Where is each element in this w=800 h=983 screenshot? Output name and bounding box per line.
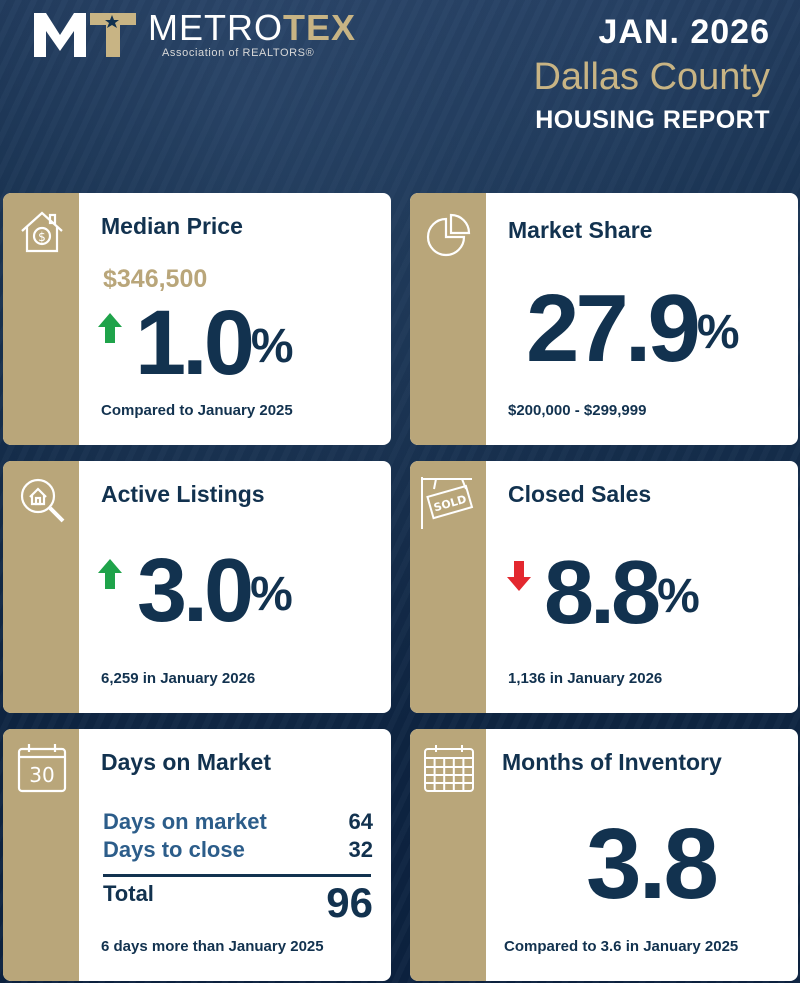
days-on-market-footnote: 6 days more than January 2025 (101, 938, 324, 955)
svg-text:SOLD: SOLD (432, 493, 468, 515)
months-of-inventory-card: Months of Inventory 3.8 Compared to 3.6 … (410, 729, 798, 981)
report-date: JAN. 2026 (598, 13, 770, 51)
card-accent-strip (3, 729, 79, 981)
calendar-grid-icon (424, 745, 474, 792)
active-listings-card: Active Listings 3.0% 6,259 in January 20… (3, 461, 391, 713)
pie-chart-icon (426, 213, 471, 257)
sold-sign-icon: SOLD (421, 477, 474, 529)
median-price-card: $ Median Price $346,500 1.0% Compared to… (3, 193, 391, 445)
house-magnifier-icon (20, 478, 65, 523)
row-value: 32 (348, 837, 373, 862)
house-dollar-icon: $ (21, 211, 63, 253)
closed-sales-footnote: 1,136 in January 2026 (508, 670, 663, 687)
brand-subtitle: Association of REALTORS® (162, 47, 315, 59)
closed-sales-change: 8.8% (544, 543, 700, 643)
active-listings-title: Active Listings (101, 481, 265, 507)
days-to-close-row: Days to close 32 (103, 837, 373, 867)
median-price-footnote: Compared to January 2025 (101, 402, 293, 419)
total-divider (103, 874, 371, 877)
median-price-value: $346,500 (103, 265, 208, 293)
market-share-value: 27.9% (526, 275, 740, 382)
down-arrow-icon (507, 561, 531, 591)
report-county: Dallas County (533, 56, 770, 98)
report-title: HOUSING REPORT (535, 106, 770, 134)
days-total-row: Total 96 (103, 879, 373, 926)
days-on-market-card: 30 Days on Market Days on market 64 Days… (3, 729, 391, 981)
up-arrow-icon (98, 559, 122, 589)
row-label: Days on market (103, 809, 267, 834)
market-share-card: Market Share 27.9% $200,000 - $299,999 (410, 193, 798, 445)
metrotex-logo: METROTEX Association of REALTORS® (32, 6, 356, 62)
card-accent-strip (3, 193, 79, 445)
months-of-inventory-footnote: Compared to 3.6 in January 2025 (504, 938, 739, 955)
median-price-change: 1.0% (135, 292, 294, 394)
days-on-market-title: Days on Market (101, 749, 272, 775)
total-value: 96 (326, 879, 373, 926)
median-price-title: Median Price (101, 213, 243, 239)
svg-text:30: 30 (29, 763, 54, 787)
card-accent-strip (410, 193, 486, 445)
closed-sales-title: Closed Sales (508, 481, 652, 507)
days-on-market-row: Days on market 64 (103, 809, 373, 839)
active-listings-footnote: 6,259 in January 2026 (101, 670, 256, 687)
total-label: Total (103, 881, 154, 906)
row-label: Days to close (103, 837, 245, 862)
row-value: 64 (348, 809, 373, 834)
brand-name: METROTEX (148, 7, 357, 48)
market-share-title: Market Share (508, 217, 653, 243)
market-share-footnote: $200,000 - $299,999 (508, 402, 647, 419)
calendar-30-icon: 30 (17, 744, 67, 793)
svg-text:$: $ (38, 230, 46, 244)
up-arrow-icon (98, 313, 122, 343)
mt-logo-mark-icon (34, 13, 136, 57)
report-header: JAN. 2026 Dallas County HOUSING REPORT (533, 10, 770, 140)
active-listings-change: 3.0% (137, 541, 293, 641)
months-of-inventory-value: 3.8 (586, 808, 719, 920)
closed-sales-card: SOLD Closed Sales 8.8% 1,136 in January … (410, 461, 798, 713)
months-of-inventory-title: Months of Inventory (502, 749, 722, 775)
